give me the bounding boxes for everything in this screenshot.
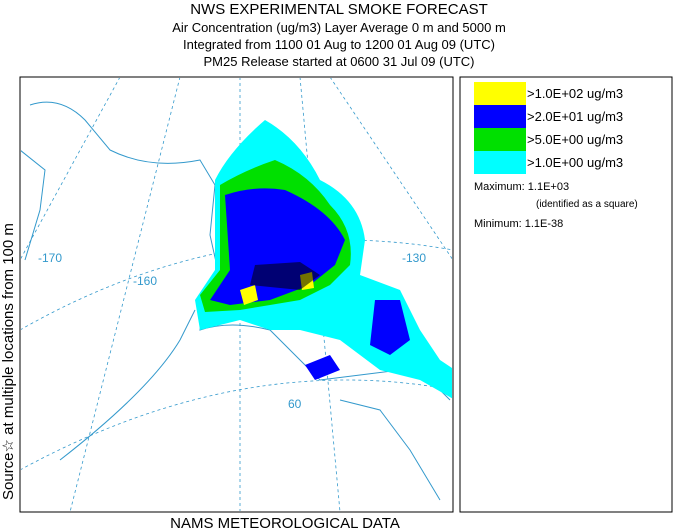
legend: Maximum: 1.1E+03 (identified as a square… (459, 76, 673, 513)
legend-swatch (474, 82, 526, 105)
coastline (21, 101, 451, 501)
legend-swatch (474, 151, 526, 174)
legend-label: >1.0E+00 ug/m3 (527, 155, 623, 170)
map-label: -130 (402, 251, 426, 265)
map-label: -170 (38, 251, 62, 265)
legend-label: >2.0E+01 ug/m3 (527, 109, 623, 124)
map-label: -160 (133, 274, 157, 288)
legend-maximum: Maximum: 1.1E+03 (474, 181, 569, 193)
legend-label: >1.0E+02 ug/m3 (527, 86, 623, 101)
legend-swatch (474, 128, 526, 151)
source-cluster (250, 262, 320, 290)
subtitle: PM25 Release started at 0600 31 Jul 09 (… (204, 54, 475, 69)
legend-minimum: Minimum: 1.1E-38 (474, 218, 563, 230)
footer: NAMS METEOROLOGICAL DATA (170, 515, 400, 532)
legend-swatch (474, 105, 526, 128)
legend-label: >5.0E+00 ug/m3 (527, 132, 623, 147)
map-label: 60 (288, 397, 302, 411)
subtitle: Integrated from 1100 01 Aug to 1200 01 A… (183, 37, 495, 52)
side-label: Source☆ at multiple locations from 100 m (0, 223, 17, 500)
map: -170 -160 -130 60 (19, 76, 454, 513)
title: NWS EXPERIMENTAL SMOKE FORECAST (190, 1, 488, 18)
subtitle: Air Concentration (ug/m3) Layer Average … (172, 20, 506, 35)
legend-maximum-note: (identified as a square) (536, 199, 638, 210)
